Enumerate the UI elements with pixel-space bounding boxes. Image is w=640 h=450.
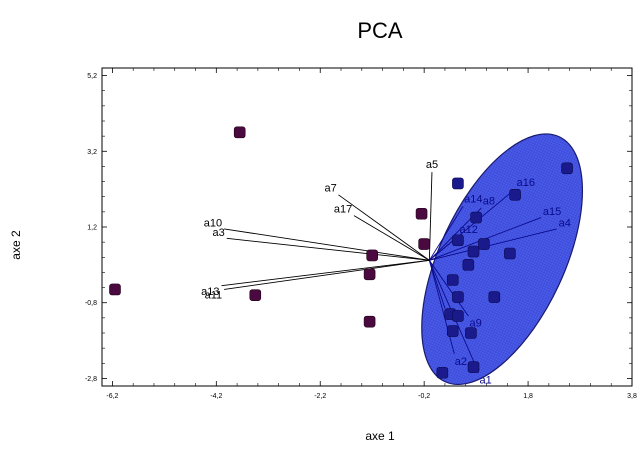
vector-a14 <box>428 205 464 261</box>
vector-label-a12: a12 <box>459 224 477 236</box>
data-point <box>363 268 376 281</box>
data-point <box>415 207 428 220</box>
vector-label-a13: a13 <box>201 286 219 298</box>
x-tick-label: -6,2 <box>106 393 118 400</box>
x-tick-label: 1,8 <box>523 393 533 400</box>
vector-label-a1: a1 <box>480 375 492 387</box>
y-axis-label: axe 2 <box>9 230 23 260</box>
vector-a10 <box>224 228 430 261</box>
y-tick-label: -0,8 <box>85 300 97 307</box>
data-point <box>467 361 480 373</box>
data-point <box>478 238 490 250</box>
vector-label-a16: a16 <box>517 177 535 189</box>
y-tick-label: -2,8 <box>85 376 97 383</box>
vector-a6 <box>428 260 446 309</box>
data-point <box>233 126 246 139</box>
y-tick-label: 1,2 <box>87 225 97 232</box>
vector-label-a17: a17 <box>334 204 352 216</box>
data-point <box>509 189 521 201</box>
data-point <box>452 177 464 190</box>
vector-label-a3: a3 <box>212 227 224 239</box>
data-point <box>418 238 430 250</box>
data-point <box>446 274 459 286</box>
vector-label-a9: a9 <box>469 318 481 330</box>
vector-label-a14: a14 <box>464 193 482 205</box>
vector-a9 <box>428 260 469 317</box>
vector-a2 <box>428 260 455 354</box>
confidence-ellipse <box>421 133 584 386</box>
vector-label-a5: a5 <box>426 159 438 171</box>
data-point <box>470 211 482 224</box>
data-point <box>436 366 449 379</box>
vector-label-a8: a8 <box>483 196 495 208</box>
y-tick-label: 3,2 <box>87 149 97 156</box>
plot-area: -6,2 -4,2 -2,2 -0,2 1,8 3,8 -2,8 -0,8 1,2 3,2 5,2 a… <box>85 67 637 400</box>
vector-a4 <box>429 228 557 261</box>
data-point <box>462 259 475 271</box>
data-point <box>452 310 464 322</box>
data-point <box>452 234 464 247</box>
vector-a13 <box>221 259 430 287</box>
data-point <box>109 283 121 296</box>
vector-label-a2: a2 <box>455 356 467 368</box>
data-point <box>249 289 262 301</box>
x-tick-label: -4,2 <box>210 393 222 400</box>
data-point <box>561 162 573 175</box>
x-tick-label: -2,2 <box>314 393 326 400</box>
vector-label-a10: a10 <box>204 218 222 230</box>
data-point <box>467 245 480 258</box>
y-tick-label: 5,2 <box>87 73 97 80</box>
vector-label-a11: a11 <box>205 290 223 302</box>
data-point <box>363 315 376 328</box>
vector-a3 <box>226 237 430 261</box>
data-point <box>504 247 516 260</box>
vector-label-a4: a4 <box>559 217 571 229</box>
vector-label-a7: a7 <box>325 183 337 195</box>
x-axis-label: axe 1 <box>365 429 395 443</box>
chart-title: PCA <box>357 18 403 43</box>
vector-a11 <box>224 259 430 290</box>
data-point <box>446 325 459 337</box>
x-tick-label: -0,2 <box>418 393 430 400</box>
data-point <box>366 249 378 262</box>
vector-a7 <box>338 194 430 261</box>
data-point <box>488 291 501 303</box>
data-point <box>465 327 477 339</box>
x-tick-label: 3,8 <box>627 393 637 400</box>
vector-a17 <box>353 215 430 261</box>
data-point <box>452 291 464 303</box>
vector-label-a15: a15 <box>543 206 561 218</box>
